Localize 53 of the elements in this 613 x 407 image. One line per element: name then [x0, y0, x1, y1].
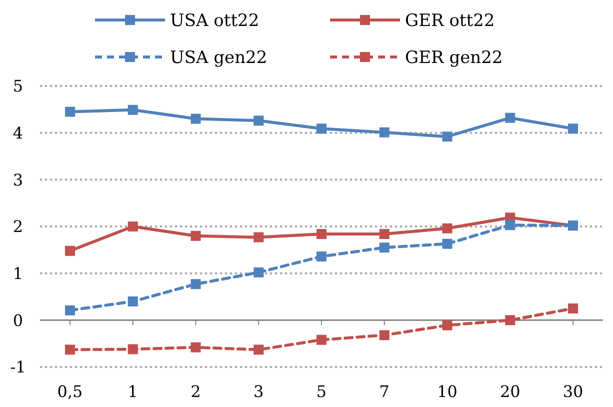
point [379, 228, 390, 239]
point [442, 223, 452, 234]
x-tick-label: 3 [254, 382, 264, 401]
y-tick-label: 4 [12, 123, 24, 142]
point [505, 112, 516, 123]
legend-label: GER gen22 [405, 48, 503, 68]
point [190, 279, 201, 290]
y-tick-label: -1 [10, 358, 26, 377]
x-tick-label: 2 [190, 382, 201, 401]
point [316, 251, 326, 262]
legend-label: GER ott22 [405, 10, 495, 31]
point [379, 330, 390, 340]
y-tick-label: 0 [12, 310, 24, 330]
point [316, 334, 326, 345]
x-tick-label: 0,5 [57, 382, 83, 401]
point [379, 127, 390, 138]
legend-label: USA gen22 [170, 48, 268, 68]
point [505, 315, 516, 326]
point [190, 342, 201, 352]
point [65, 305, 75, 316]
point [379, 242, 390, 253]
point [505, 220, 516, 230]
point [316, 228, 326, 239]
y-tick-label: 1 [12, 264, 24, 283]
point [65, 246, 75, 256]
point [128, 222, 138, 232]
point [254, 232, 264, 242]
point [442, 238, 452, 249]
point [65, 106, 75, 117]
x-tick-label: 10 [437, 382, 458, 401]
point [128, 344, 138, 354]
y-tick-label: 3 [12, 170, 24, 190]
point [254, 116, 264, 126]
point [190, 114, 201, 124]
point [254, 344, 264, 355]
point [568, 303, 578, 314]
point [442, 320, 452, 330]
x-tick-label: 30 [562, 382, 584, 401]
x-tick-label: 7 [379, 382, 390, 401]
point [568, 124, 578, 134]
legend-label: USA ott22 [170, 10, 260, 31]
point [190, 230, 201, 241]
y-tick-label: 2 [12, 217, 24, 236]
point [128, 104, 138, 115]
x-tick-label: 20 [500, 382, 520, 401]
y-tick-label: 5 [12, 76, 24, 96]
point [442, 132, 452, 142]
point [128, 296, 138, 306]
x-tick-label: 5 [316, 382, 327, 401]
point [254, 267, 264, 278]
point [65, 344, 75, 355]
x-tick-label: 1 [128, 382, 138, 401]
point [316, 124, 326, 134]
